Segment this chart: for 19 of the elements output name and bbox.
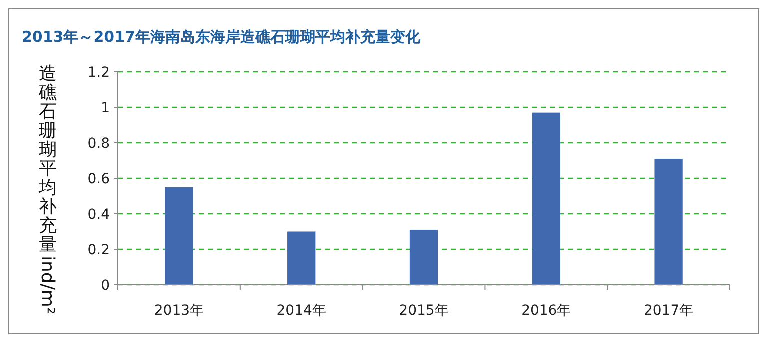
y-tick-label: 0.2 bbox=[88, 242, 110, 258]
bar bbox=[165, 187, 194, 285]
chart-title: 2013年～2017年海南岛东海岸造礁石珊瑚平均补充量变化 bbox=[22, 28, 422, 46]
y-tick-label: 0.4 bbox=[88, 206, 110, 223]
bar bbox=[410, 230, 438, 285]
bar bbox=[532, 112, 560, 285]
y-tick-label: 1 bbox=[101, 100, 110, 116]
y-tick-label: 0 bbox=[101, 278, 110, 294]
x-tick-label: 2016年 bbox=[522, 303, 572, 319]
y-tick-label: 0.8 bbox=[88, 136, 110, 152]
x-tick-label: 2015年 bbox=[399, 303, 449, 319]
y-tick-label: 1.2 bbox=[88, 64, 110, 81]
bar bbox=[288, 232, 316, 285]
x-tick-label: 2014年 bbox=[276, 303, 326, 319]
x-tick-label: 2013年 bbox=[154, 303, 204, 319]
text: 造礁石珊瑚平均补充量ind/m² bbox=[37, 63, 58, 315]
x-tick-label: 2017年 bbox=[644, 303, 694, 319]
bar bbox=[654, 158, 683, 285]
y-tick-label: 0.6 bbox=[88, 171, 110, 188]
